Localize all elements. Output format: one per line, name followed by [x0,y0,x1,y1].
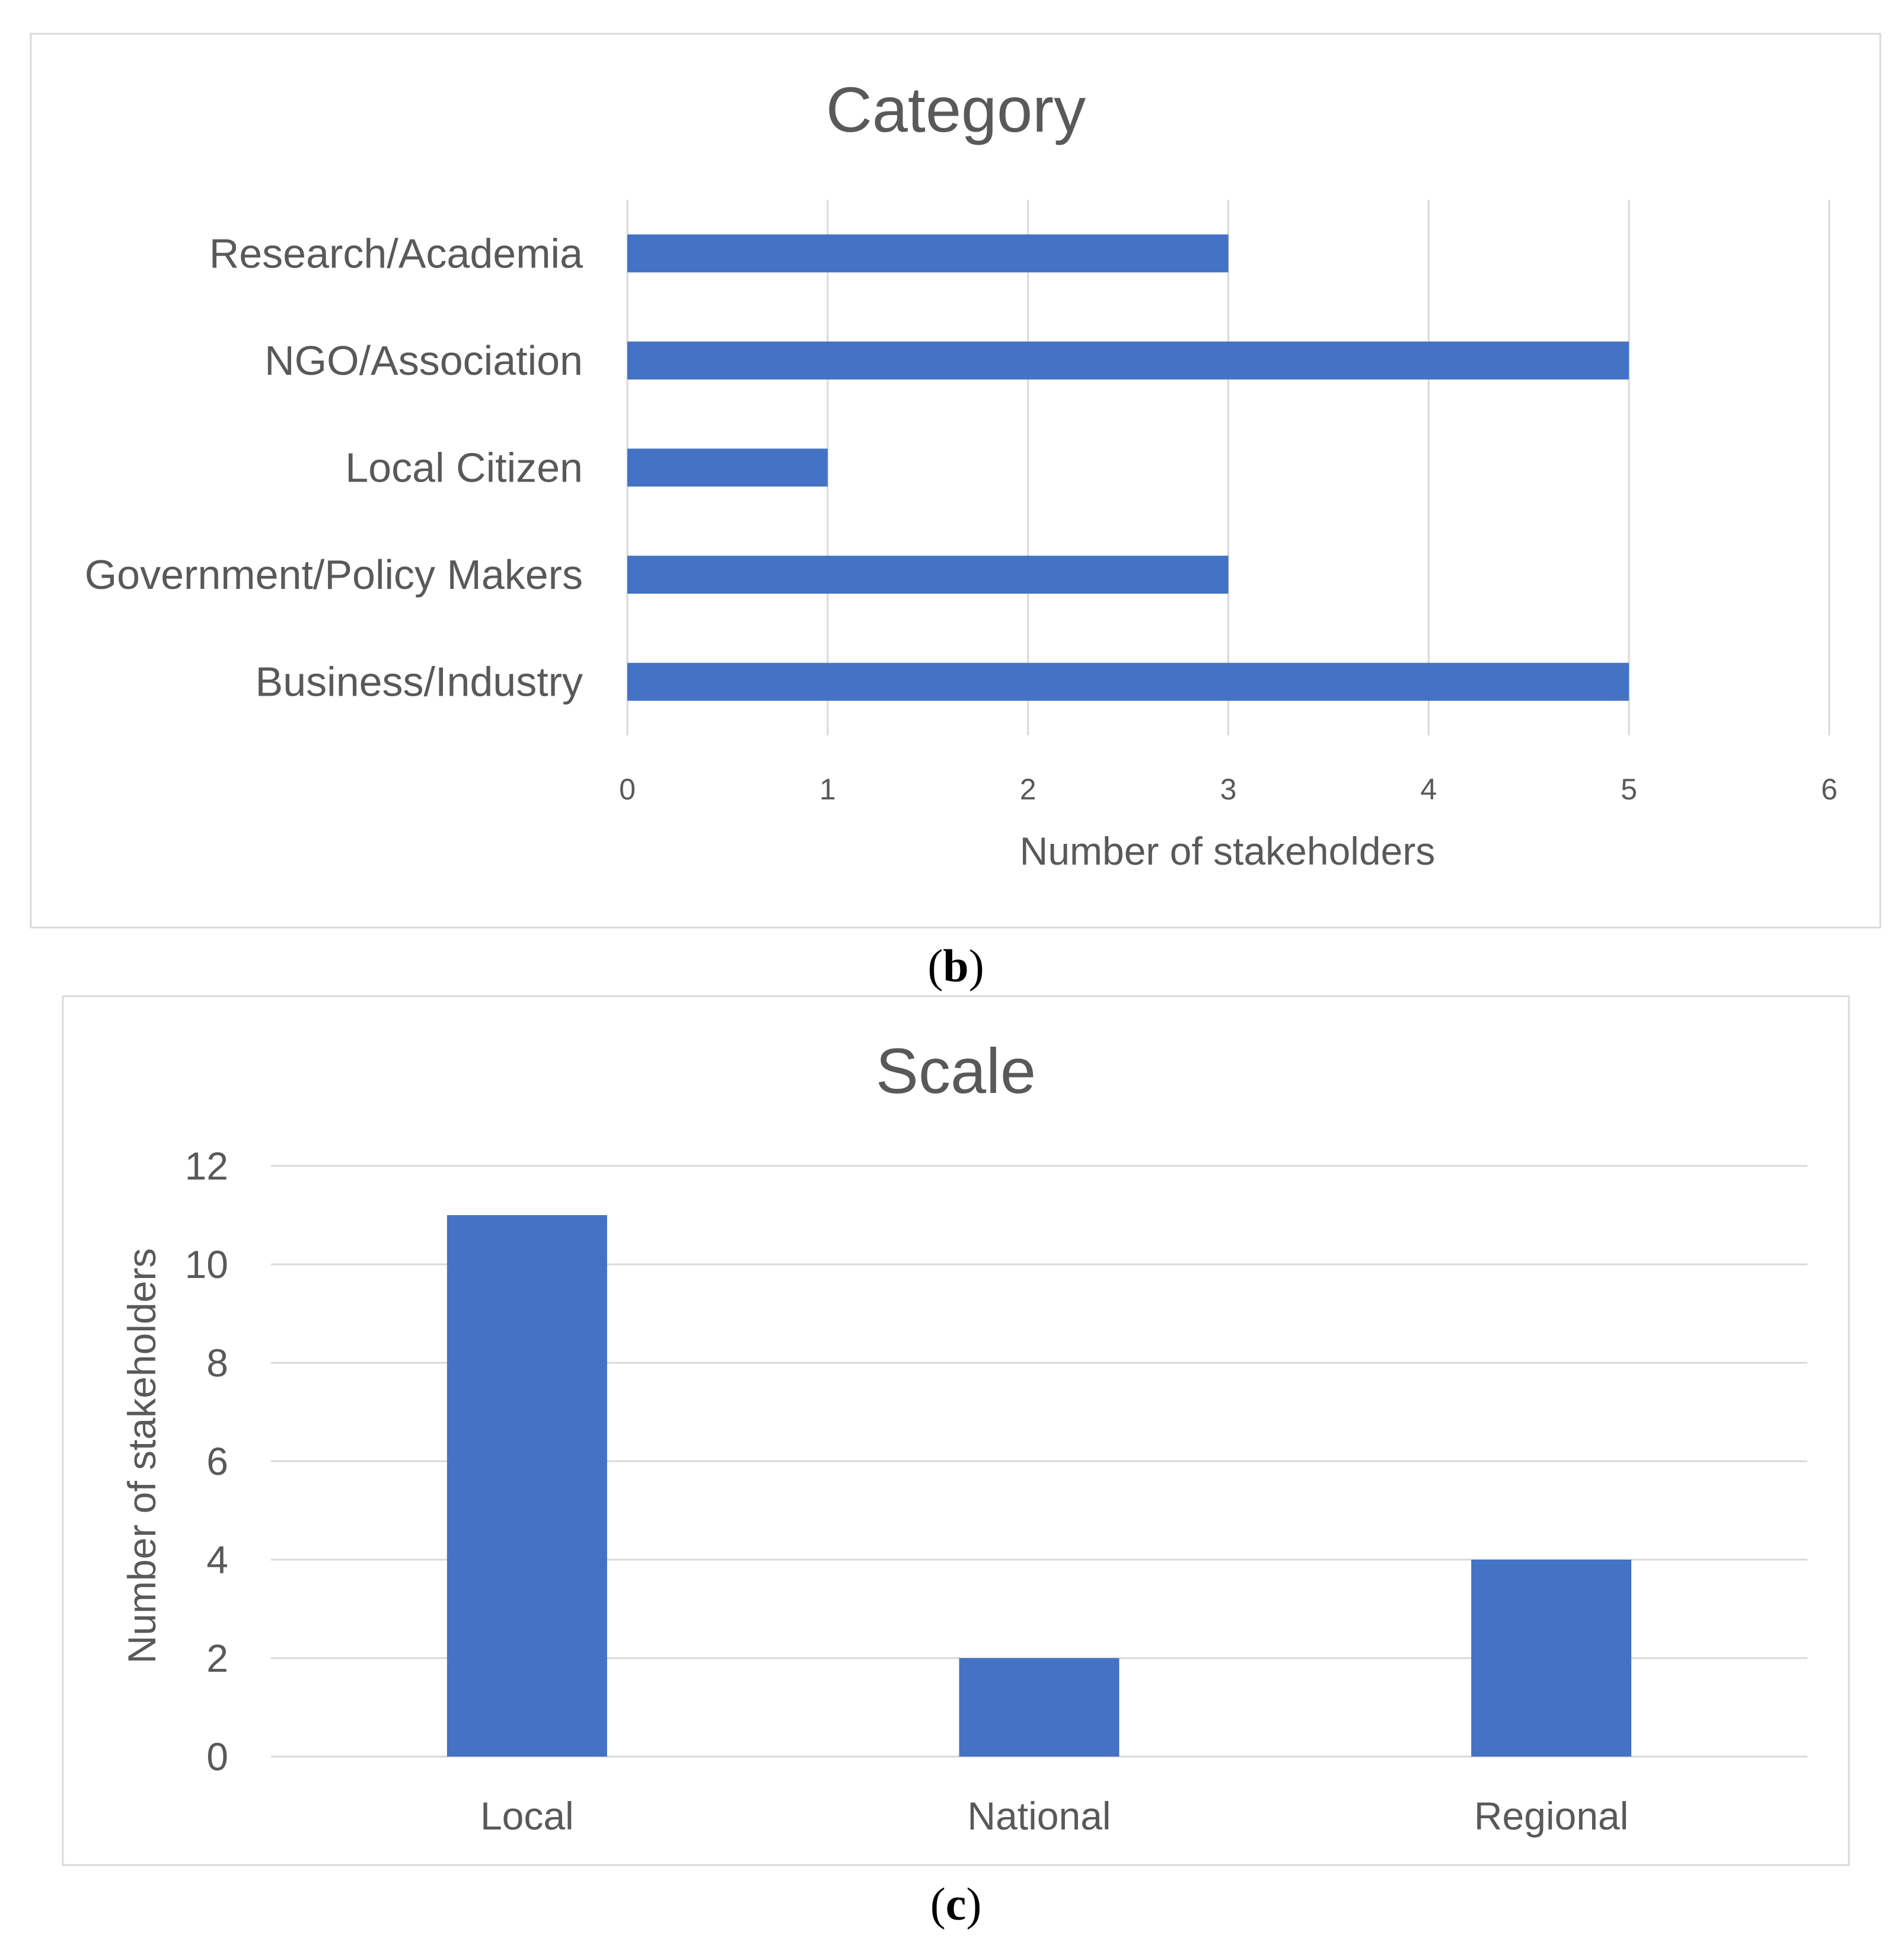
bar-business-industry [627,662,1629,701]
bar-regional [1471,1560,1632,1757]
category-label-ngo-association: NGO/Association [264,337,583,384]
bar-local-citizen [627,448,828,487]
category-chart-frame [30,33,1881,929]
category-label-business-industry: Business/Industry [256,659,583,705]
x-tick-label-4: 4 [1420,773,1437,806]
x-tick-label-6: 6 [1821,773,1838,806]
x-tick-label-2: 2 [1020,773,1036,806]
category-chart: Category Research/Academia NGO/Associatio… [30,33,1881,929]
scale-chart-category-labels: Local National Regional [480,1794,1628,1838]
x-tick-label-3: 3 [1220,773,1237,806]
y-tick-label-2: 2 [206,1636,228,1680]
category-label-national: National [967,1794,1111,1838]
x-tick-label-5: 5 [1621,773,1637,806]
caption-b: (b) [927,940,984,992]
category-chart-title: Category [826,74,1086,145]
caption-c: (c) [930,1878,982,1930]
category-label-research-academia: Research/Academia [209,230,583,276]
category-chart-x-axis-title: Number of stakeholders [1020,829,1436,873]
category-chart-category-labels: Research/Academia NGO/Association Local Ci… [85,230,583,705]
bar-research-academia [627,234,1229,273]
x-tick-label-0: 0 [619,773,636,806]
category-chart-tick-labels: 0 1 2 3 4 5 6 [619,773,1838,806]
y-tick-label-10: 10 [185,1242,228,1286]
scale-chart-tick-labels: 0 2 4 6 8 10 12 [185,1144,228,1779]
y-tick-label-12: 12 [185,1144,228,1188]
scale-chart-title: Scale [876,1035,1036,1107]
category-label-regional: Regional [1474,1794,1629,1838]
category-label-local: Local [480,1794,574,1838]
y-tick-label-6: 6 [206,1439,228,1483]
y-tick-label-4: 4 [206,1538,228,1582]
bar-national [959,1658,1120,1757]
category-chart-gridlines [626,200,1830,735]
bar-government-policy-makers [627,556,1229,594]
y-tick-label-0: 0 [206,1735,228,1779]
scale-chart: Scale 0 2 4 6 8 10 12 Local National Regional Nu… [62,995,1850,1866]
bar-ngo-association [627,341,1629,380]
bar-local [447,1215,607,1757]
category-label-government-policy-makers: Government/Policy Makers [85,552,583,598]
y-tick-label-8: 8 [206,1341,228,1385]
category-label-local-citizen: Local Citizen [345,445,583,491]
scale-chart-y-axis-title: Number of stakeholders [120,1248,164,1664]
category-chart-bars [627,234,1629,701]
x-tick-label-1: 1 [819,773,836,806]
scale-chart-bars [447,1215,1632,1757]
